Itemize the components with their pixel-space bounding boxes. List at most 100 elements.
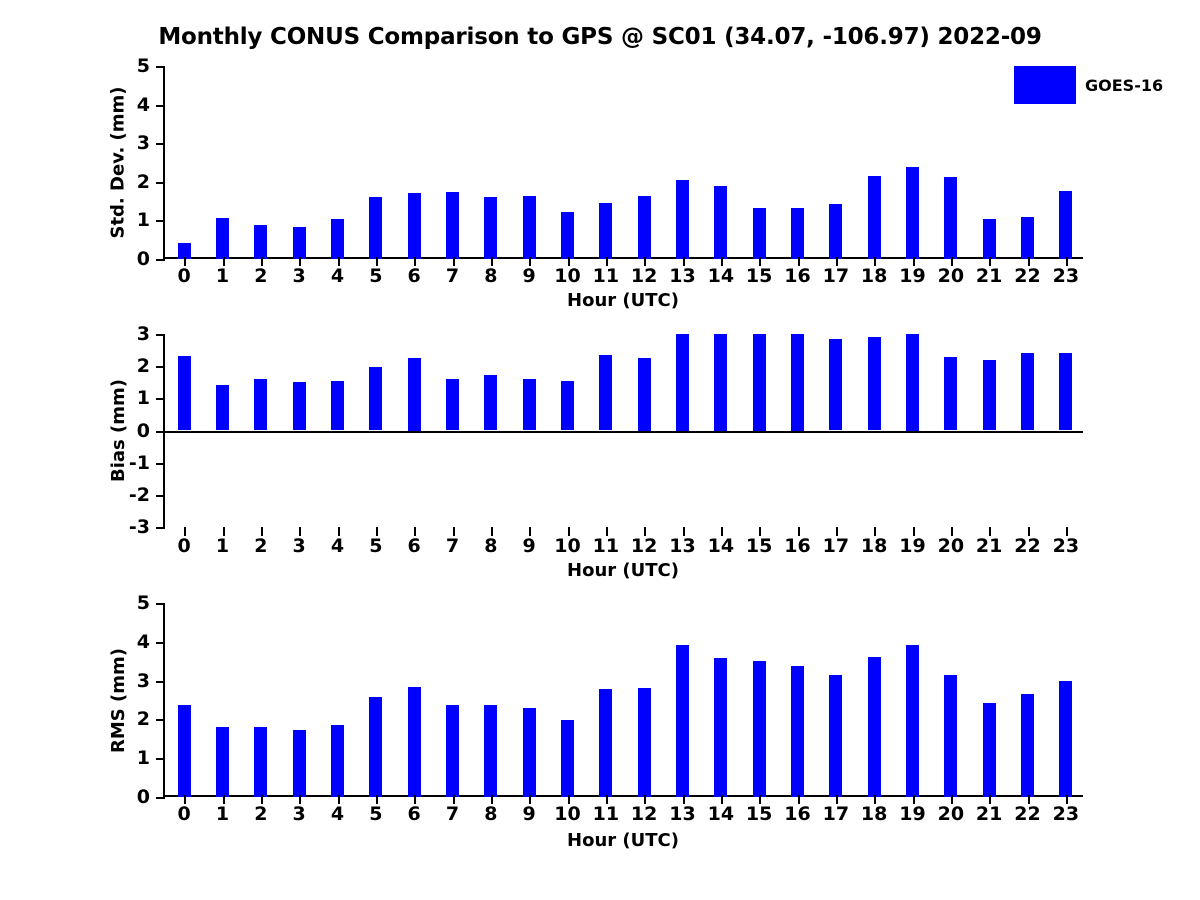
bar: [982, 218, 996, 259]
bar: [714, 185, 728, 259]
x-axis-tick: [567, 527, 570, 536]
x-axis-tick: [605, 257, 608, 266]
x-axis-tick-label: 17: [822, 803, 850, 825]
bar: [446, 191, 459, 259]
y-axis-tick: 2: [137, 355, 165, 377]
x-axis-label-std-dev: Hour (UTC): [567, 290, 679, 311]
x-axis-tick: [759, 795, 762, 804]
x-axis-tick-label: 18: [860, 535, 888, 557]
x-axis-tick: [299, 795, 302, 804]
bar: [177, 356, 191, 431]
bar: [637, 358, 651, 431]
bar: [292, 227, 306, 259]
x-axis-tick: [797, 257, 800, 266]
bar: [714, 658, 728, 797]
x-axis-tick-label: 20: [937, 535, 965, 557]
x-axis-tick: [490, 257, 493, 266]
x-axis-tick: [452, 795, 455, 804]
plot-area-std-dev: 0 1 2 3 4 5 0 1 2 3 4 5 6 7 8 9 10 11 12 13 14 15 16 17 18 19 20 21…: [137, 55, 1083, 287]
x-axis-tick: [222, 257, 225, 266]
bar: [561, 720, 574, 797]
x-axis-tick: [989, 257, 992, 266]
bar: [829, 339, 843, 431]
bar: [407, 358, 421, 431]
x-axis-tick-label: 12: [630, 265, 658, 287]
y-axis-label-bias: Bias (mm): [107, 378, 129, 482]
bar: [599, 203, 613, 259]
bar: [1059, 352, 1073, 431]
x-axis-tick-label: 2: [254, 535, 268, 557]
x-axis-tick-label: 2: [254, 803, 268, 825]
x-axis-tick: [1065, 527, 1068, 536]
x-axis-tick: [682, 527, 685, 536]
x-axis-tick: [260, 795, 263, 804]
y-axis-tick-label: 4: [136, 93, 150, 116]
bar: [216, 384, 229, 431]
x-axis-tick: [414, 527, 417, 536]
x-axis-tick: [1065, 257, 1068, 266]
x-axis-tick: [414, 257, 417, 266]
x-axis-tick-label: 5: [369, 265, 383, 287]
x-axis-tick-label: 16: [784, 265, 811, 287]
bar: [906, 334, 919, 431]
y-axis-tick: 2: [137, 171, 165, 193]
x-axis-tick-label: 18: [860, 265, 888, 287]
bar: [292, 381, 306, 431]
x-axis-tick-label: 8: [484, 535, 498, 557]
x-axis-tick-label: 19: [899, 803, 926, 825]
y-axis-tick: -2: [129, 484, 165, 506]
x-axis-tick: [184, 527, 187, 536]
x-axis-tick: [452, 257, 455, 266]
bar: [1021, 693, 1034, 797]
x-axis-tick-label: 6: [407, 265, 421, 287]
bar: [1059, 191, 1073, 259]
x-axis-tick-label: 12: [630, 535, 658, 557]
bar: [331, 219, 344, 259]
x-axis-tick: [950, 257, 953, 266]
x-axis-tick-label: 13: [669, 265, 696, 287]
x-axis-tick-label: 1: [215, 803, 230, 825]
x-axis-tick-label: 8: [484, 803, 498, 825]
bar: [1021, 216, 1034, 259]
x-axis-tick: [375, 257, 378, 266]
x-axis-tick-label: 4: [330, 265, 345, 287]
bar: [867, 656, 881, 797]
x-axis-tick: [222, 527, 225, 536]
y-axis-tick-label: 1: [136, 747, 150, 770]
bar: [1059, 681, 1073, 797]
x-axis-tick: [529, 527, 532, 536]
bar: [216, 727, 229, 797]
bar: [216, 217, 229, 259]
x-axis-tick-label: 13: [669, 803, 696, 825]
bar: [369, 696, 383, 797]
bar: [676, 334, 689, 431]
bar: [484, 704, 498, 797]
x-axis-tick: [605, 795, 608, 804]
x-axis-tick: [337, 257, 340, 266]
bar: [829, 675, 843, 797]
y-axis-tick-label: 4: [136, 630, 150, 653]
x-axis-tick: [644, 795, 647, 804]
y-axis-tick: 1: [137, 387, 165, 409]
y-axis-tick: 3: [137, 132, 165, 154]
x-axis-tick-label: 2: [254, 265, 268, 287]
legend-label-goes16: GOES-16: [1085, 75, 1164, 95]
x-axis-tick-label: 22: [1014, 265, 1041, 287]
x-axis-tick-label: 7: [445, 535, 460, 557]
x-axis-tick-label: 23: [1052, 803, 1080, 825]
bar: [714, 334, 728, 431]
x-axis-tick: [490, 527, 493, 536]
x-axis-tick: [797, 527, 800, 536]
bar: [522, 196, 536, 259]
x-axis-tick: [874, 795, 877, 804]
x-axis-tick-label: 10: [554, 803, 581, 825]
x-axis-tick: [529, 257, 532, 266]
x-axis-tick-label: 16: [784, 535, 811, 557]
x-axis-tick: [874, 257, 877, 266]
bar: [944, 675, 958, 797]
x-axis-tick: [337, 527, 340, 536]
bar: [177, 242, 191, 259]
zero-line: [165, 430, 1083, 433]
y-axis-tick: -3: [129, 516, 165, 538]
x-axis-tick: [222, 795, 225, 804]
